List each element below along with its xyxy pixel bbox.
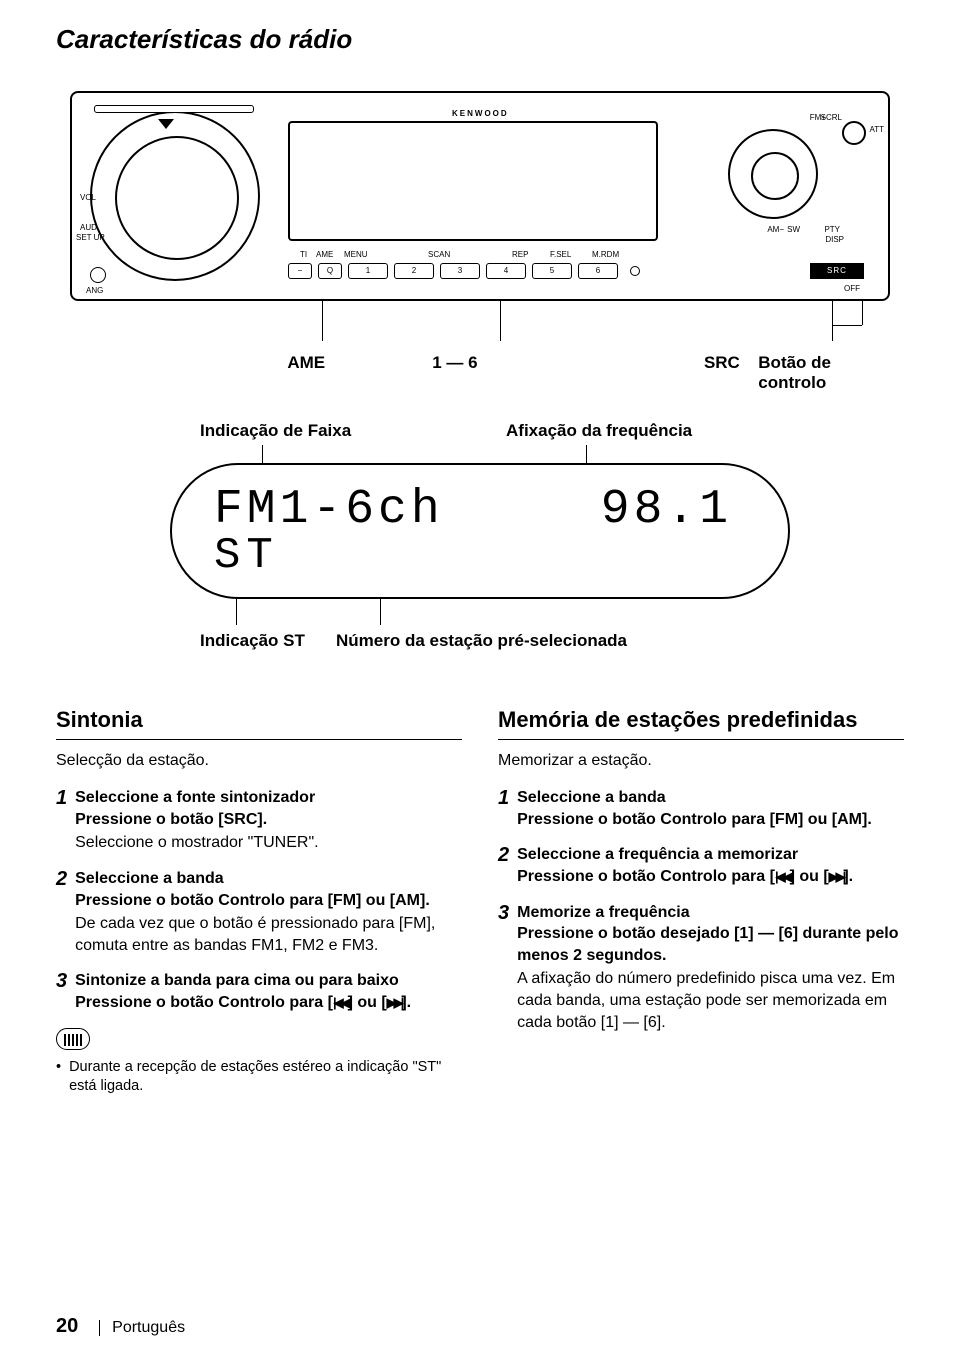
att-label: ATT bbox=[869, 125, 884, 134]
label-freq: Afixação da frequência bbox=[506, 421, 692, 441]
lcd-st: ST bbox=[214, 531, 279, 581]
ang-label: ANG bbox=[86, 286, 103, 295]
preset-4: 4 bbox=[486, 263, 526, 279]
next-track-icon bbox=[829, 866, 844, 888]
ti-label: TI bbox=[300, 250, 307, 259]
sintonia-heading: Sintonia bbox=[56, 705, 462, 740]
memoria-sub: Memorizar a estação. bbox=[498, 750, 904, 772]
step-num: 2 bbox=[498, 844, 509, 887]
brand-label: KENWOOD bbox=[452, 109, 509, 118]
lcd-display-section: Indicação de Faixa Afixação da frequênci… bbox=[170, 421, 790, 655]
q-button: Q bbox=[318, 263, 342, 279]
scrl-label: SCRL bbox=[821, 113, 842, 122]
label-preset: Número da estação pré-selecionada bbox=[336, 631, 627, 651]
left-column: Sintonia Selecção da estação. 1 Seleccio… bbox=[56, 705, 462, 1097]
note-icon bbox=[56, 1028, 90, 1050]
prev-track-icon bbox=[333, 992, 348, 1014]
step-3-left: 3 Sintonize a banda para cima ou para ba… bbox=[56, 970, 462, 1013]
footer-lang: Português bbox=[112, 1319, 185, 1336]
menu-label: MENU bbox=[344, 250, 368, 259]
fsel-label: F.SEL bbox=[550, 250, 571, 259]
page-title: Características do rádio bbox=[56, 24, 904, 55]
step-num: 1 bbox=[498, 787, 509, 830]
src-button: SRC bbox=[810, 263, 864, 279]
aud-label: AUD bbox=[80, 223, 97, 232]
bullet-item: • Durante a recepção de estações estéreo… bbox=[56, 1058, 462, 1097]
preset-3: 3 bbox=[440, 263, 480, 279]
step-instr: Pressione o botão desejado [1] — [6] dur… bbox=[517, 923, 904, 966]
note-block bbox=[56, 1028, 462, 1050]
minus-button: − bbox=[288, 263, 312, 279]
sintonia-sub: Selecção da estação. bbox=[56, 750, 462, 772]
ame-small-label: AME bbox=[316, 250, 333, 259]
page-number: 20 bbox=[56, 1315, 78, 1337]
step-instr: Pressione o botão Controlo para [FM] ou … bbox=[517, 809, 904, 831]
step-title: Seleccione a frequência a memorizar bbox=[517, 844, 904, 866]
label-st: Indicação ST bbox=[200, 631, 305, 651]
right-column: Memória de estações predefinidas Memoriz… bbox=[498, 705, 904, 1097]
preset-5: 5 bbox=[532, 263, 572, 279]
lcd-freq: 98.1 bbox=[601, 483, 732, 537]
step-num: 2 bbox=[56, 868, 67, 956]
step-instr: Pressione o botão Controlo para [] ou []… bbox=[517, 866, 904, 888]
callout-one-six: 1 — 6 bbox=[432, 353, 704, 393]
step-num: 3 bbox=[498, 902, 509, 1034]
preset-1: 1 bbox=[348, 263, 388, 279]
memoria-heading: Memória de estações predefinidas bbox=[498, 705, 904, 740]
step-title: Memorize a frequência bbox=[517, 902, 904, 924]
step-instr: Pressione o botão Controlo para [FM] ou … bbox=[75, 890, 462, 912]
step-2-right: 2 Seleccione a frequência a memorizar Pr… bbox=[498, 844, 904, 887]
callout-ame: AME bbox=[287, 353, 432, 393]
callout-botao: Botão de controlo bbox=[758, 353, 890, 393]
step-title: Seleccione a banda bbox=[517, 787, 904, 809]
step-num: 3 bbox=[56, 970, 67, 1013]
step-instr: Pressione o botão Controlo para [] ou []… bbox=[75, 992, 462, 1014]
mrdm-label: M.RDM bbox=[592, 250, 619, 259]
step-title: Sintonize a banda para cima ou para baix… bbox=[75, 970, 462, 992]
step-note: A afixação do número predefinido pisca u… bbox=[517, 968, 904, 1033]
step-title: Seleccione a banda bbox=[75, 868, 462, 890]
preset-6: 6 bbox=[578, 263, 618, 279]
off-label: OFF bbox=[844, 284, 860, 293]
step-3-right: 3 Memorize a frequência Pressione o botã… bbox=[498, 902, 904, 1034]
preset-2: 2 bbox=[394, 263, 434, 279]
lcd-main: FM1-6ch bbox=[214, 483, 444, 537]
step-note: Seleccione o mostrador "TUNER". bbox=[75, 832, 462, 854]
label-faixa: Indicação de Faixa bbox=[200, 421, 351, 441]
radio-illustration: VOL AUD SET UP KENWOOD FM+ SCRL ATT AM− … bbox=[70, 91, 890, 393]
step-1-left: 1 Seleccione a fonte sintonizador Pressi… bbox=[56, 787, 462, 854]
sw-label: SW bbox=[787, 225, 800, 234]
rep-label: REP bbox=[512, 250, 528, 259]
setup-label: SET UP bbox=[76, 233, 105, 242]
prev-track-icon bbox=[775, 866, 790, 888]
next-track-icon bbox=[387, 992, 402, 1014]
callout-src: SRC bbox=[704, 353, 758, 393]
step-1-right: 1 Seleccione a banda Pressione o botão C… bbox=[498, 787, 904, 830]
step-note: De cada vez que o botão é pressionado pa… bbox=[75, 913, 462, 956]
step-num: 1 bbox=[56, 787, 67, 854]
step-title: Seleccione a fonte sintonizador bbox=[75, 787, 462, 809]
step-instr: Pressione o botão [SRC]. bbox=[75, 809, 462, 831]
pty-label: PTY bbox=[824, 225, 840, 234]
footer: 20 Português bbox=[56, 1315, 185, 1338]
am-label: AM− bbox=[767, 225, 784, 234]
scan-label: SCAN bbox=[428, 250, 450, 259]
step-2-left: 2 Seleccione a banda Pressione o botão C… bbox=[56, 868, 462, 956]
vol-label: VOL bbox=[80, 193, 96, 202]
disp-label: DISP bbox=[825, 235, 844, 244]
